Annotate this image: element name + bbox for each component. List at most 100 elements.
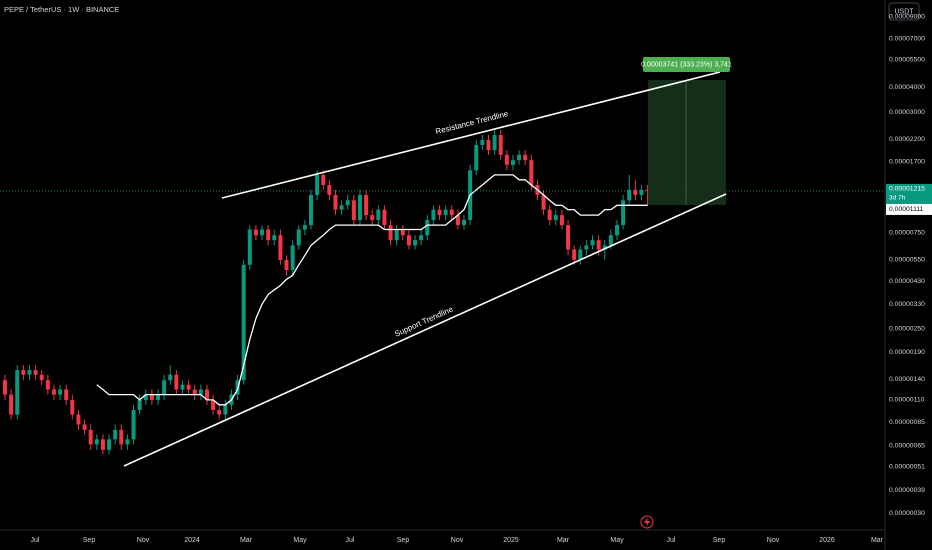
candle-body — [559, 215, 564, 226]
candle-body — [578, 249, 583, 260]
candle-body — [400, 229, 405, 236]
candle-body — [58, 389, 63, 395]
y-tick-label: 0.00003000 — [889, 109, 925, 116]
candle-body — [186, 384, 191, 390]
candle-body — [596, 240, 601, 250]
candle-body — [33, 370, 38, 375]
y-tick-label: 0.00000250 — [889, 325, 925, 332]
ma-price-label: 0.00001111 — [889, 206, 924, 213]
replay-icon[interactable] — [640, 515, 654, 529]
candle-body — [327, 185, 332, 195]
candle-body — [45, 380, 50, 390]
y-tick-label: 0.00000550 — [889, 257, 925, 264]
candle-body — [27, 370, 32, 375]
target-zone — [648, 80, 726, 205]
moving-average — [96, 174, 648, 406]
candle-body — [345, 200, 350, 206]
candle-body — [315, 174, 320, 195]
y-tick-label: 0.00000330 — [889, 301, 925, 308]
candle-body — [247, 229, 252, 265]
candle-body — [406, 235, 411, 246]
candle-body — [149, 394, 154, 400]
candle-body — [517, 154, 522, 161]
candle-body — [376, 209, 381, 220]
resistance-trendline — [221, 71, 721, 199]
x-tick-label: Nov — [451, 537, 464, 544]
candle-body — [431, 209, 436, 220]
y-tick-label: 0.00000750 — [889, 230, 925, 237]
x-tick-label: 2024 — [184, 537, 200, 544]
last-price-label: 0.00001215 — [889, 186, 925, 193]
y-tick-label: 0.00000110 — [889, 397, 925, 404]
candle-body — [425, 219, 430, 236]
candle-body — [443, 209, 448, 216]
candle-body — [492, 135, 497, 151]
x-tick-label: Nov — [137, 537, 150, 544]
candle-body — [70, 399, 75, 415]
candle-body — [119, 429, 124, 445]
candle-body — [437, 209, 442, 216]
candle-body — [88, 429, 93, 445]
icon-ring[interactable] — [640, 515, 654, 529]
candle-body — [584, 245, 589, 250]
plot-area — [0, 129, 885, 455]
y-tick-label: 0.00000039 — [889, 487, 925, 494]
candle-body — [241, 264, 246, 381]
candle-body — [547, 209, 552, 220]
candle-body — [113, 429, 118, 440]
candle-body — [39, 374, 44, 381]
x-tick-label: May — [610, 537, 624, 544]
ma-price-box — [886, 203, 932, 215]
candle-body — [339, 205, 344, 210]
candle-body — [566, 225, 571, 250]
candle-body — [51, 389, 56, 395]
candle-body — [162, 380, 167, 395]
x-tick-label: 2026 — [819, 537, 835, 544]
candle-body — [541, 194, 546, 210]
candle-body — [462, 219, 466, 226]
candle-body — [272, 235, 277, 241]
candle-body — [204, 389, 209, 400]
candle-body — [131, 409, 136, 440]
candle-body — [572, 249, 577, 260]
candle-body — [419, 235, 424, 241]
candle-body — [76, 414, 81, 425]
candle-body — [627, 189, 632, 201]
candle-body — [602, 245, 607, 250]
candle-body — [615, 225, 619, 236]
y-tick-label: 0.00007000 — [889, 35, 925, 42]
candle-body — [449, 209, 454, 216]
x-tick-label: Nov — [767, 537, 780, 544]
y-tick-label: 0.00000085 — [889, 419, 925, 426]
candle-body — [357, 194, 362, 220]
support-trendline — [123, 193, 727, 467]
candle-body — [351, 200, 356, 220]
candle-body — [107, 439, 112, 450]
candle-body — [125, 439, 130, 445]
candle-body — [633, 189, 638, 195]
candle-body — [266, 229, 271, 241]
candle-body — [382, 209, 387, 226]
last-price-box — [886, 183, 932, 204]
candle-body — [553, 215, 558, 220]
candle-body — [174, 374, 179, 390]
candle-body — [321, 174, 326, 186]
candle-body — [94, 439, 99, 445]
y-tick-label: 0.00004000 — [889, 84, 925, 91]
candle-body — [302, 225, 307, 230]
x-tick-label: Mar — [240, 537, 253, 544]
position-label-box — [643, 57, 730, 72]
currency-button-label[interactable]: USDT — [894, 8, 914, 15]
candle-body — [486, 140, 491, 151]
candle-body — [168, 374, 173, 381]
x-tick-label: Sep — [83, 537, 96, 544]
candle-body — [480, 140, 485, 145]
candle-body — [192, 389, 197, 395]
candle-body — [364, 194, 369, 216]
currency-button[interactable] — [888, 2, 920, 21]
candle-body — [608, 235, 613, 246]
icon-bolt[interactable] — [644, 517, 650, 527]
candle-body — [143, 394, 148, 400]
